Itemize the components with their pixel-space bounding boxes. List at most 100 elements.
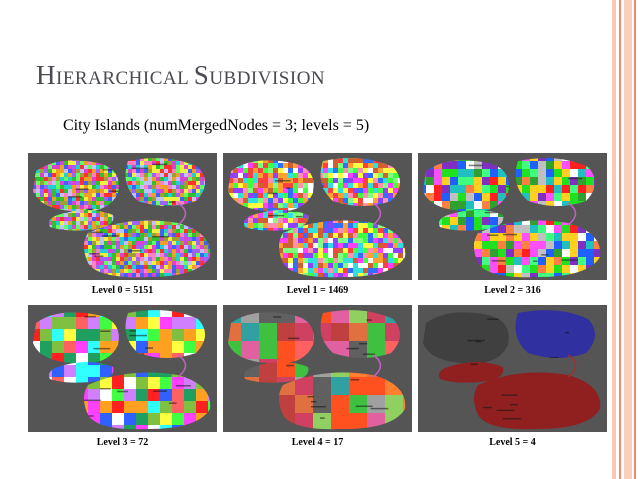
region-cell (216, 269, 217, 274)
region-cell (216, 277, 217, 280)
region-cell (104, 157, 109, 162)
region-cell (140, 193, 145, 198)
region-cell (68, 245, 73, 250)
region-cell (44, 165, 49, 170)
region-cell (44, 269, 49, 274)
region-cell (40, 233, 45, 238)
region-cell (196, 153, 201, 158)
region-cell (192, 221, 197, 226)
region-cell (216, 193, 217, 198)
region-cell (52, 245, 57, 250)
region-cell (48, 213, 53, 218)
region-cell (212, 197, 217, 202)
region-cell (212, 229, 217, 234)
region-cell (56, 160, 61, 162)
region-cell (68, 193, 73, 198)
region-cell (80, 257, 85, 262)
region-cell (125, 169, 129, 174)
region-cell (84, 169, 89, 174)
region-cell (32, 265, 37, 270)
region-cell (200, 201, 205, 206)
region-cell (120, 177, 125, 182)
region-cell (76, 181, 81, 186)
region-cell (204, 205, 209, 210)
region-cell (88, 177, 93, 182)
region-cell (208, 181, 213, 186)
region-cell (60, 277, 65, 280)
region-cell (100, 165, 105, 170)
region-cell (80, 185, 85, 190)
region-cell (204, 217, 209, 222)
region-cell (208, 177, 213, 182)
region-cell (64, 253, 69, 258)
region-cell (76, 253, 81, 258)
region-cell (52, 237, 57, 242)
region-cell (208, 229, 213, 234)
region-cell (44, 253, 49, 258)
region-cell (160, 197, 165, 202)
region-cell (160, 201, 165, 206)
region-cell (32, 225, 37, 230)
region-cell (144, 158, 149, 162)
region-cell (148, 205, 153, 207)
region-cell (92, 177, 97, 182)
region-cell (44, 209, 49, 214)
region-cell (32, 213, 37, 218)
region-cell (148, 209, 153, 214)
region-cell (32, 205, 37, 210)
region-cell (52, 269, 57, 274)
region-cell (72, 273, 77, 278)
region-cell (208, 169, 213, 174)
region-cell (76, 277, 81, 280)
region-cell (36, 249, 41, 254)
region-cell (125, 193, 129, 198)
region-cell (100, 157, 105, 162)
region-cell (184, 158, 189, 162)
region-cell (68, 257, 73, 262)
region-cell (200, 165, 205, 170)
region-cell (124, 277, 129, 280)
region-cell (88, 269, 93, 274)
region-cell (68, 177, 73, 182)
region-cell (52, 185, 57, 190)
region-cell (212, 205, 217, 210)
region-cell (200, 209, 205, 214)
region-cell (144, 165, 149, 170)
region-cell (72, 257, 77, 262)
region-cell (40, 229, 45, 234)
region-cell (112, 181, 117, 186)
region-cell (212, 277, 217, 280)
region-cell (208, 169, 213, 174)
region-cell (32, 277, 37, 280)
region-cell (40, 161, 45, 166)
region-cell (28, 265, 33, 270)
region-cell (84, 273, 89, 278)
region-cell (200, 221, 205, 226)
region-cell (40, 265, 45, 270)
region-cell (32, 237, 37, 242)
region-cell (204, 157, 209, 162)
region-cell (204, 205, 209, 210)
region-cell (48, 241, 53, 246)
region-cell (28, 189, 33, 194)
region-cell (44, 273, 49, 278)
region-cell (180, 169, 185, 174)
region-cell (140, 158, 145, 162)
region-cell (108, 153, 113, 158)
region-cell (68, 257, 73, 262)
region-cell (196, 269, 201, 274)
region-cell (44, 229, 49, 234)
region-cell (132, 193, 137, 198)
region-cell (28, 173, 33, 178)
region-cell (56, 245, 61, 250)
region-cell (64, 261, 69, 266)
region-cell (84, 225, 89, 230)
region-cell (212, 189, 217, 194)
region-cell (100, 173, 105, 178)
region-cell (212, 273, 217, 278)
region-cell (52, 269, 57, 274)
region-cell (72, 237, 77, 242)
region-cell (120, 217, 125, 222)
region-cell (208, 177, 213, 182)
region-cell (216, 173, 217, 178)
